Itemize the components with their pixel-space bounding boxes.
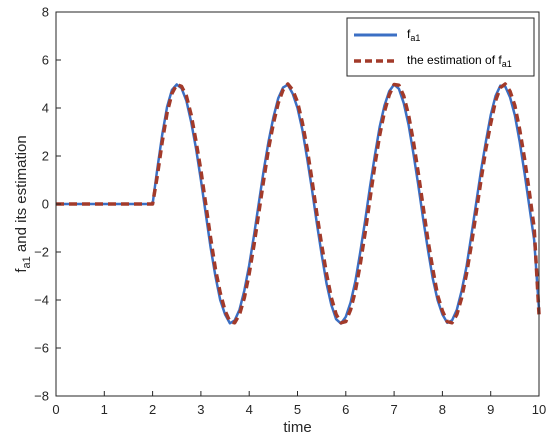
- y-tick-label: 8: [42, 5, 49, 20]
- legend-label-estimation-base: the estimation of f: [407, 53, 502, 67]
- legend-box: [346, 17, 535, 77]
- legend-label-fa1-sub: a1: [410, 33, 420, 43]
- x-tick-label: 4: [246, 402, 253, 417]
- y-axis-ticks: −8 −6 −4 −2 0 2 4 6 8: [34, 5, 61, 404]
- x-tick-label: 0: [52, 402, 59, 417]
- x-tick-label: 7: [390, 402, 397, 417]
- y-tick-label: −4: [34, 293, 49, 308]
- x-tick-label: 8: [439, 402, 446, 417]
- y-tick-label: −2: [34, 245, 49, 260]
- legend-label-estimation: the estimation of fa1: [407, 53, 512, 69]
- y-tick-label: −8: [34, 389, 49, 404]
- plot-lines: [56, 82, 541, 325]
- x-tick-label: 2: [149, 402, 156, 417]
- x-axis-label: time: [283, 419, 311, 436]
- x-tick-label: 9: [487, 402, 494, 417]
- legend-label-fa1: fa1: [407, 27, 420, 43]
- x-tick-label: 6: [342, 402, 349, 417]
- y-tick-label: −6: [34, 341, 49, 356]
- x-tick-label: 3: [197, 402, 204, 417]
- legend: fa1 the estimation of fa1: [346, 17, 535, 77]
- y-tick-label: 6: [42, 53, 49, 68]
- x-tick-label: 10: [532, 402, 546, 417]
- series-line-fa1: [56, 83, 541, 325]
- series-line-estimation: [56, 82, 541, 325]
- x-tick-label: 5: [294, 402, 301, 417]
- y-tick-label: 0: [42, 197, 49, 212]
- y-axis-label-base: f: [13, 268, 30, 273]
- x-axis-ticks: 0 1 2 3 4 5 6 7 8 9 10: [52, 391, 546, 417]
- x-tick-label: 1: [101, 402, 108, 417]
- y-axis-label-rest: and its estimation: [13, 135, 30, 256]
- legend-label-estimation-sub: a1: [502, 59, 512, 69]
- y-axis-label-sub: a1: [21, 256, 33, 268]
- y-axis-label: fa1 and its estimation: [13, 135, 33, 272]
- legend-label-fa1-base: f: [407, 27, 411, 41]
- y-tick-label: 2: [42, 149, 49, 164]
- y-tick-label: 4: [42, 101, 49, 116]
